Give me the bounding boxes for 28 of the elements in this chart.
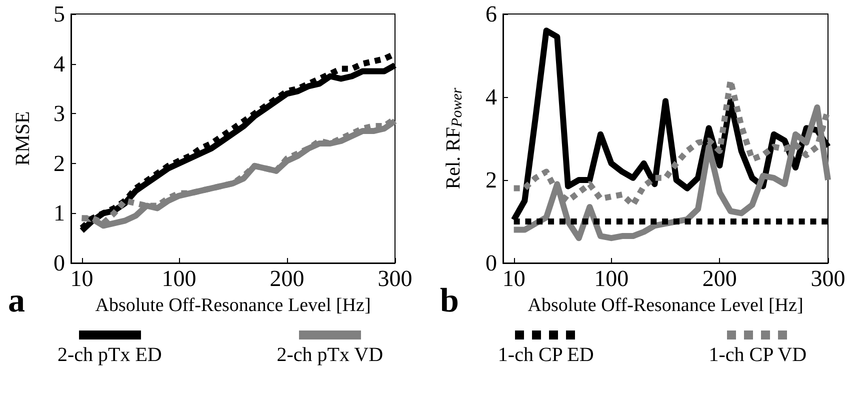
- x-tick-label: 300: [378, 266, 412, 291]
- legend-label: 2-ch pTx VD: [276, 344, 384, 367]
- text: b: [440, 282, 459, 320]
- x-tick-label: 200: [702, 266, 737, 291]
- y-tick-label: 3: [54, 101, 65, 126]
- y-axis-title: RMSE: [12, 111, 34, 166]
- y-tick-label: 0: [54, 250, 65, 276]
- y-tick-label: 4: [486, 84, 498, 110]
- x-tick-label: 100: [162, 266, 196, 291]
- x-tick-label: 100: [594, 266, 629, 291]
- x-tick-label: 10: [70, 266, 94, 291]
- y-axis-title: Rel. RFPower: [442, 88, 466, 190]
- y-tick-label: 2: [486, 168, 497, 192]
- y-tick-label: 1: [54, 200, 65, 226]
- legend-label: 1-ch CP VD: [708, 344, 807, 367]
- x-tick-label: 200: [270, 266, 304, 291]
- x-axis-title: Absolute Off-Resonance Level [Hz]: [95, 295, 371, 316]
- y-tick-label: 2: [54, 150, 65, 176]
- x-tick-label: 10: [502, 266, 526, 291]
- x-axis-title: Absolute Off-Resonance Level [Hz]: [528, 295, 804, 316]
- x-tick-label: 300: [810, 266, 846, 291]
- legend-label: 1-ch CP ED: [498, 344, 594, 367]
- y-tick-label: 5: [54, 2, 65, 26]
- legend-label: 2-ch pTx ED: [57, 344, 162, 367]
- y-tick-label: 4: [54, 51, 66, 76]
- text: a: [8, 282, 25, 320]
- y-tick-label: 0: [486, 250, 497, 276]
- y-tick-label: 6: [486, 2, 497, 26]
